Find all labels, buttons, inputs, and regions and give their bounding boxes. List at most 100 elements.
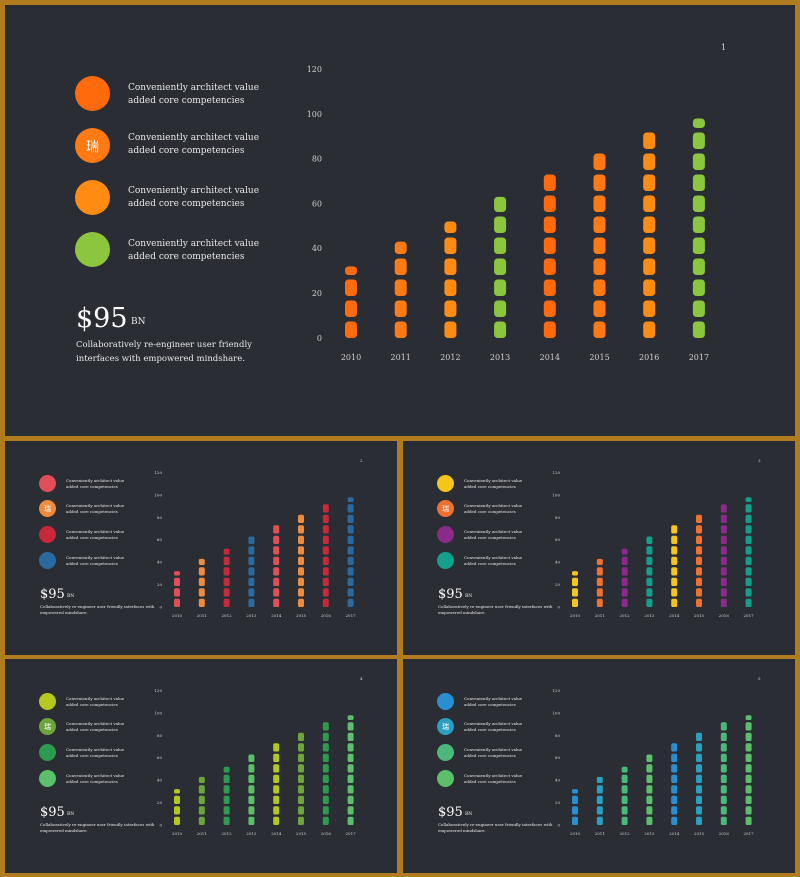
bar-segment: [596, 776, 603, 783]
bar-segment: [248, 774, 255, 783]
bar-segment: [671, 806, 678, 815]
bar-segment: [273, 774, 280, 783]
bar-segment: [444, 237, 457, 254]
bar-2010: [174, 571, 180, 607]
bar-segment: [621, 806, 628, 815]
legend-text-2: Conveniently architect value added core …: [464, 721, 523, 732]
big-value: $95: [76, 303, 128, 334]
bar-2015: [298, 514, 304, 607]
bar-segment: [696, 764, 702, 773]
y-tick-label: 40: [555, 560, 561, 565]
legend-text-1: Conveniently architect value added core …: [66, 696, 125, 707]
summary-text: Collaboratively re-engineer user friendl…: [76, 340, 252, 364]
bar-segment: [692, 216, 705, 233]
bar-2016: [720, 722, 727, 825]
x-tick-label: 2011: [595, 831, 605, 836]
bar-segment: [572, 598, 578, 607]
x-tick-label: 2011: [197, 613, 207, 618]
x-tick-label: 2012: [440, 353, 460, 362]
x-tick-label: 2010: [172, 613, 183, 618]
bar-segment: [273, 577, 280, 586]
y-tick-label: 60: [157, 537, 163, 542]
bar-segment: [223, 588, 230, 597]
bar-segment: [643, 132, 656, 149]
bar-chart: 0 20 40 60 80 100 120 2010 2011 2012 2013 2014 2015 2…: [307, 65, 709, 362]
bar-segment: [322, 588, 329, 597]
bar-segment: [745, 764, 752, 773]
bar-segment: [692, 118, 705, 128]
bar-segment: [298, 806, 304, 815]
x-tick-label: 2014: [669, 613, 680, 618]
bar-segment: [174, 806, 180, 815]
y-tick-label: 80: [312, 155, 322, 164]
legend-dot-1: [39, 475, 56, 492]
bar-2013: [646, 754, 653, 825]
bar-2014: [543, 174, 556, 338]
y-tick-label: 60: [312, 199, 322, 208]
bar-segment: [198, 567, 205, 576]
bar-segment: [696, 514, 702, 523]
bar-segment: [696, 588, 702, 597]
bar-segment: [696, 567, 702, 576]
bar-2013: [646, 536, 653, 607]
summary-text: Collaboratively re-engineer user friendl…: [438, 604, 553, 616]
bar-segment: [273, 753, 280, 762]
bar-segment: [646, 556, 653, 565]
bar-segment: [593, 153, 606, 170]
legend-glyph: 瑞: [44, 722, 51, 731]
bar-segment: [248, 556, 255, 565]
bar-segment: [322, 795, 329, 804]
legend-dot-2: 瑞: [437, 500, 454, 517]
y-tick-label: 20: [157, 800, 163, 805]
bar-segment: [347, 588, 354, 597]
bar-segment: [596, 567, 603, 576]
x-tick-label: 2017: [689, 353, 709, 362]
bar-segment: [720, 722, 727, 731]
y-tick-label: 20: [555, 582, 561, 587]
bar-segment: [248, 764, 255, 773]
bar-segment: [692, 132, 705, 149]
bar-segment: [671, 546, 678, 555]
bar-segment: [593, 237, 606, 254]
bar-segment: [696, 577, 702, 586]
bar-segment: [347, 816, 354, 825]
bar-segment: [248, 785, 255, 794]
x-tick-label: 2015: [694, 613, 705, 618]
bar-segment: [643, 216, 656, 233]
bar-segment: [298, 764, 304, 773]
bar-segment: [671, 567, 678, 576]
bar-segment: [643, 279, 656, 296]
bar-segment: [593, 174, 606, 191]
bar-segment: [322, 774, 329, 783]
bar-segment: [692, 237, 705, 254]
bar-segment: [696, 598, 702, 607]
bar-segment: [745, 732, 752, 741]
x-tick-label: 2014: [271, 831, 282, 836]
legend-text-1: Conveniently architect value added core …: [66, 478, 125, 489]
bar-segment: [745, 504, 752, 513]
bar-segment: [720, 525, 727, 534]
bar-segment: [347, 598, 354, 607]
bar-2012: [621, 766, 628, 825]
bar-segment: [671, 743, 678, 752]
big-value-unit: BN: [465, 594, 473, 599]
bar-segment: [345, 300, 357, 317]
bar-segment: [745, 795, 752, 804]
bar-segment: [720, 504, 727, 513]
legend-dot-3: [437, 526, 454, 543]
bar-segment: [593, 321, 606, 338]
bar-segment: [347, 732, 354, 741]
bar-2012: [444, 221, 457, 338]
bar-segment: [394, 300, 407, 317]
bar-segment: [643, 195, 656, 212]
bar-segment: [720, 774, 727, 783]
bar-segment: [223, 598, 230, 607]
bar-segment: [621, 766, 628, 773]
legend-text-2: Conveniently architect value added core …: [128, 133, 260, 157]
legend-text-3: Conveniently architect value added core …: [464, 747, 523, 758]
bar-segment: [720, 567, 727, 576]
bar-segment: [692, 195, 705, 212]
bar-segment: [322, 525, 329, 534]
x-tick-label: 2010: [570, 831, 581, 836]
bar-segment: [543, 174, 556, 191]
